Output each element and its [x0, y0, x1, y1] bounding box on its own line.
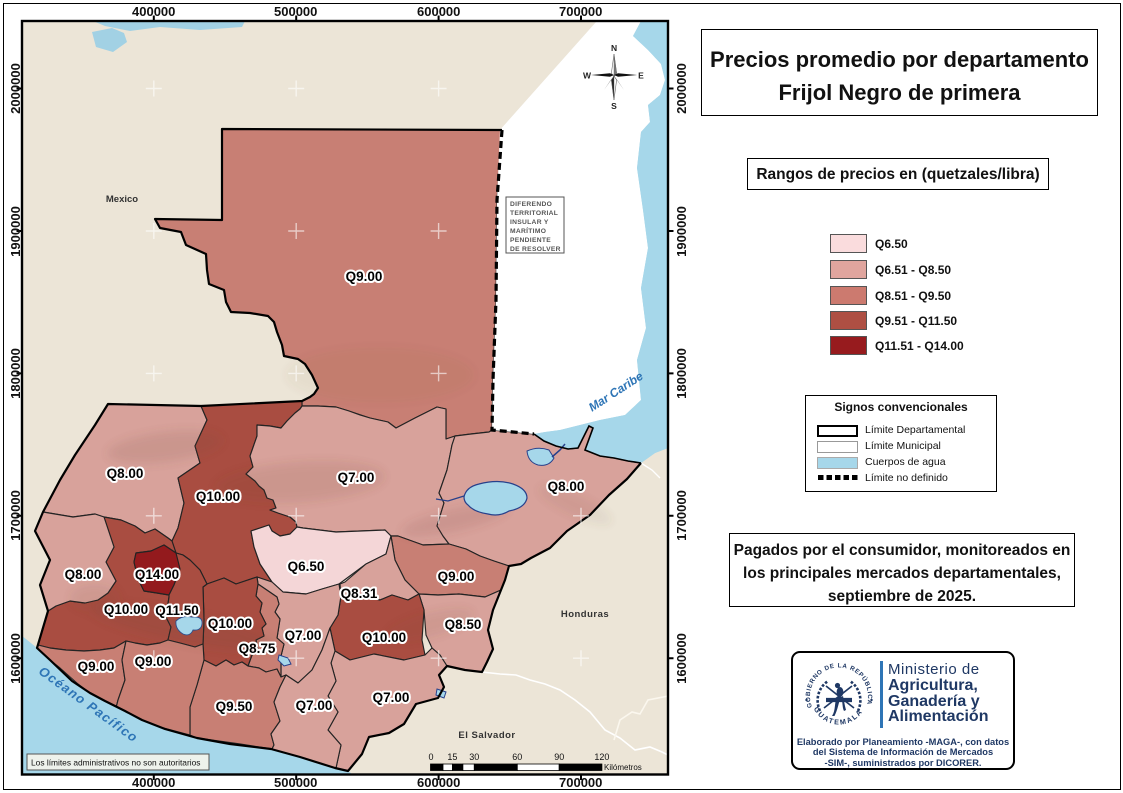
svg-text:Q8.50: Q8.50 [445, 617, 482, 632]
svg-text:Q10.00: Q10.00 [208, 616, 252, 631]
svg-text:DIFERENDO: DIFERENDO [510, 201, 552, 208]
svg-text:Q14.00: Q14.00 [135, 567, 179, 582]
svg-text:MARÍTIMO: MARÍTIMO [510, 226, 546, 235]
svg-text:Mexico: Mexico [106, 194, 138, 205]
svg-text:120: 120 [594, 752, 609, 762]
svg-text:Q6.50: Q6.50 [288, 559, 325, 574]
svg-text:Q11.50: Q11.50 [155, 603, 199, 618]
svg-text:Q8.00: Q8.00 [65, 567, 102, 582]
svg-text:INSULAR Y: INSULAR Y [510, 219, 549, 226]
svg-text:Honduras: Honduras [561, 609, 609, 620]
svg-text:W: W [583, 71, 592, 81]
svg-text:Q9.00: Q9.00 [346, 269, 383, 284]
svg-text:Q7.00: Q7.00 [338, 470, 375, 485]
svg-text:Q10.00: Q10.00 [196, 489, 240, 504]
svg-text:Q8.00: Q8.00 [548, 479, 585, 494]
svg-text:Q8.00: Q8.00 [107, 466, 144, 481]
svg-text:Q9.50: Q9.50 [216, 699, 253, 714]
svg-text:Q7.00: Q7.00 [285, 628, 322, 643]
svg-text:Q7.00: Q7.00 [296, 698, 333, 713]
svg-text:Q9.00: Q9.00 [135, 654, 172, 669]
svg-text:El Salvador: El Salvador [458, 730, 515, 741]
svg-text:30: 30 [469, 752, 479, 762]
svg-text:60: 60 [512, 752, 522, 762]
svg-text:Q8.31: Q8.31 [341, 586, 378, 601]
svg-text:N: N [611, 43, 617, 53]
svg-text:GUATEMALA: GUATEMALA [812, 705, 865, 727]
svg-text:Q9.00: Q9.00 [438, 569, 475, 584]
svg-text:Kilómetros: Kilómetros [604, 763, 642, 772]
svg-text:0: 0 [428, 752, 433, 762]
svg-text:S: S [611, 101, 617, 111]
svg-text:Q9.00: Q9.00 [78, 659, 115, 674]
svg-text:TERRITORIAL: TERRITORIAL [510, 210, 558, 217]
svg-text:Q8.75: Q8.75 [239, 641, 276, 656]
svg-text:Q10.00: Q10.00 [362, 630, 406, 645]
svg-text:15: 15 [447, 752, 457, 762]
svg-text:E: E [638, 71, 644, 81]
svg-text:PENDIENTE: PENDIENTE [510, 237, 551, 244]
svg-text:DE RESOLVER: DE RESOLVER [510, 246, 561, 253]
svg-text:Los límites administrativos no: Los límites administrativos no son autor… [31, 758, 200, 768]
svg-text:Q10.00: Q10.00 [104, 602, 148, 617]
svg-text:Q7.00: Q7.00 [373, 690, 410, 705]
svg-text:90: 90 [554, 752, 564, 762]
